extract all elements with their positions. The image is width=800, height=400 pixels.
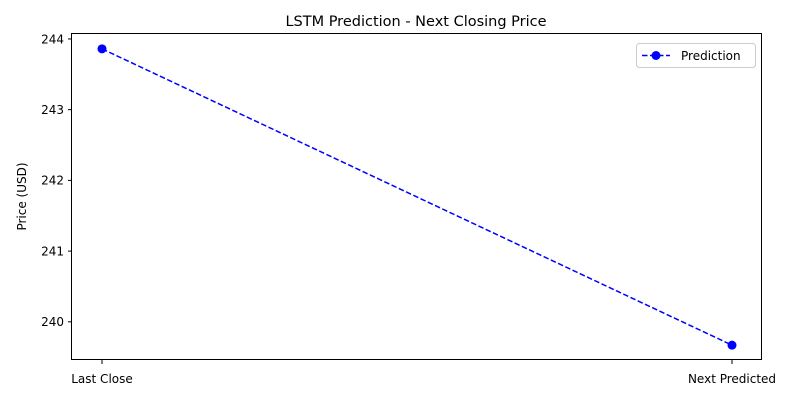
y-tick-label: 243 <box>41 103 64 117</box>
legend-box <box>636 43 756 68</box>
legend: Prediction <box>636 43 756 68</box>
y-tick-label: 242 <box>41 174 64 188</box>
y-axis-label: Price (USD) <box>15 162 29 230</box>
legend-marker-sample <box>651 51 661 60</box>
y-tick-label: 244 <box>41 32 64 46</box>
y-axis: 240 241 242 243 244 <box>41 32 72 329</box>
chart-title: LSTM Prediction - Next Closing Price <box>285 14 546 30</box>
data-point <box>97 44 107 54</box>
x-tick-label: Next Predicted <box>688 372 776 386</box>
data-point <box>727 340 737 350</box>
series-layer <box>97 44 737 350</box>
x-tick-label: Last Close <box>71 372 133 386</box>
x-axis: Last Close Next Predicted <box>71 360 776 386</box>
legend-label: Prediction <box>681 49 741 63</box>
y-tick-label: 241 <box>41 244 64 258</box>
y-tick-label: 240 <box>41 315 64 329</box>
series-line <box>101 48 733 346</box>
